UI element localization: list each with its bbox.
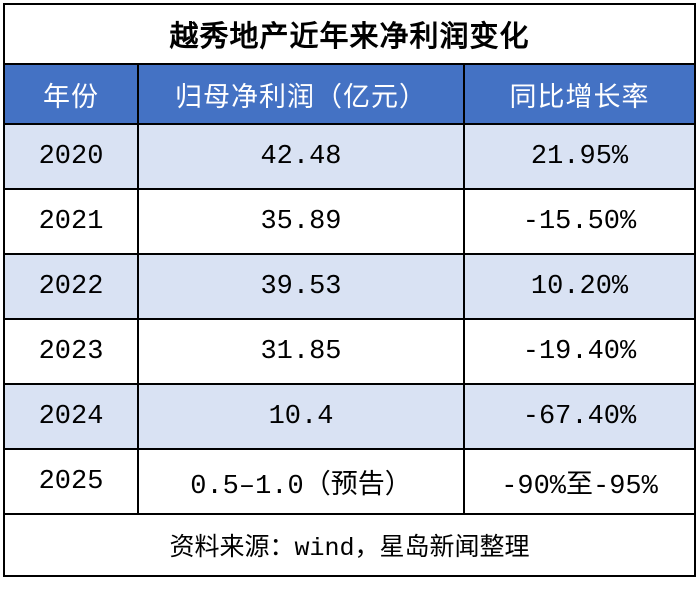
table-row-2022: 2022 39.53 10.20% [3, 253, 696, 320]
growth-cell: -19.40% [463, 318, 696, 385]
year-cell: 2022 [3, 253, 139, 320]
growth-cell: -15.50% [463, 188, 696, 255]
profit-cell: 39.53 [137, 253, 465, 320]
year-cell: 2020 [3, 123, 139, 190]
table-row-2024: 2024 10.4 -67.40% [3, 383, 696, 450]
profit-cell: 31.85 [137, 318, 465, 385]
title-row: 越秀地产近年来净利润变化 [3, 3, 696, 65]
net-profit-table: 越秀地产近年来净利润变化 年份 归母净利润（亿元） 同比增长率 2020 42.… [3, 3, 696, 577]
profit-cell: 10.4 [137, 383, 465, 450]
profit-cell: 42.48 [137, 123, 465, 190]
source-note: 资料来源：wind，星岛新闻整理 [3, 513, 696, 577]
growth-cell: -67.40% [463, 383, 696, 450]
profit-cell: 35.89 [137, 188, 465, 255]
header-row: 年份 归母净利润（亿元） 同比增长率 [3, 63, 696, 125]
footer-row: 资料来源：wind，星岛新闻整理 [3, 513, 696, 577]
year-cell: 2025 [3, 448, 139, 515]
growth-cell: -90%至-95% [463, 448, 696, 515]
table-row-2020: 2020 42.48 21.95% [3, 123, 696, 190]
column-header-growth: 同比增长率 [463, 63, 696, 125]
column-header-profit: 归母净利润（亿元） [137, 63, 465, 125]
table-title: 越秀地产近年来净利润变化 [3, 3, 696, 65]
year-cell: 2023 [3, 318, 139, 385]
table-row-2021: 2021 35.89 -15.50% [3, 188, 696, 255]
profit-cell: 0.5–1.0（预告） [137, 448, 465, 515]
table-row-2023: 2023 31.85 -19.40% [3, 318, 696, 385]
column-header-year: 年份 [3, 63, 139, 125]
growth-cell: 10.20% [463, 253, 696, 320]
growth-cell: 21.95% [463, 123, 696, 190]
year-cell: 2021 [3, 188, 139, 255]
year-cell: 2024 [3, 383, 139, 450]
table-row-2025: 2025 0.5–1.0（预告） -90%至-95% [3, 448, 696, 515]
